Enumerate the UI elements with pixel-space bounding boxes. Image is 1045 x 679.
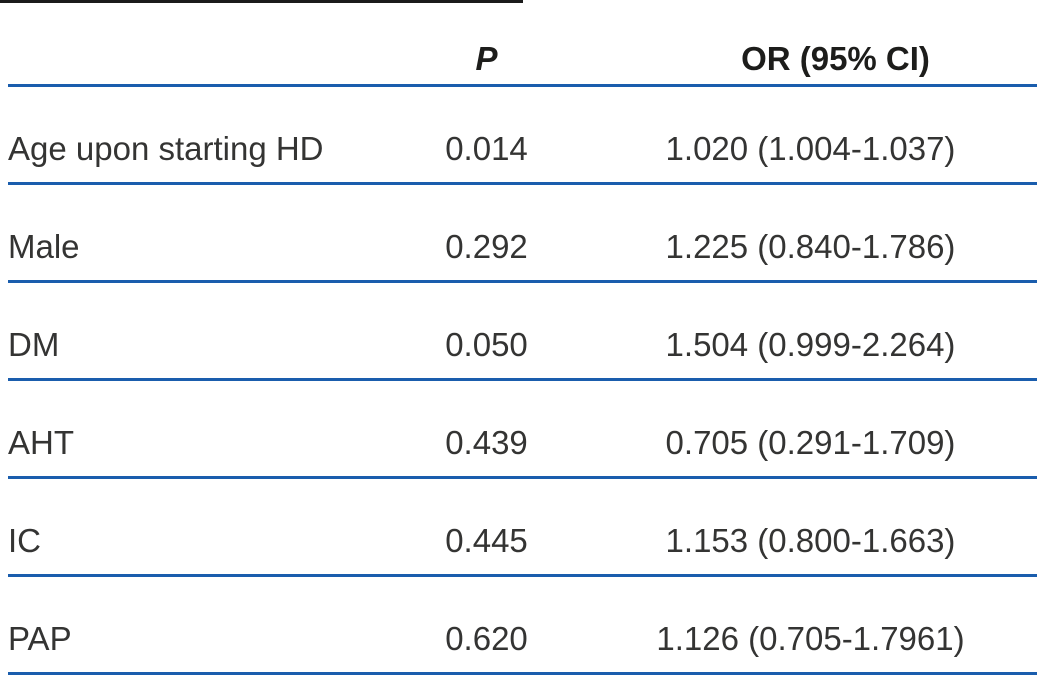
or-ci-value: 0.705 (0.291-1.709) bbox=[584, 379, 1037, 479]
p-value: 0.445 bbox=[389, 477, 584, 577]
header-p-value: P bbox=[389, 0, 584, 87]
row-label: VAHD bbox=[8, 673, 389, 679]
or-ci-value: 1.126 (0.705-1.7961) bbox=[584, 575, 1037, 675]
cropped-top-rule bbox=[0, 0, 523, 3]
row-label: AHT bbox=[8, 379, 389, 479]
row-label: Age upon starting HD bbox=[8, 85, 389, 185]
table-header-row: P OR (95% CI) bbox=[8, 0, 1037, 87]
row-label: IC bbox=[8, 477, 389, 577]
table-row-age-upon-starting-hd: Age upon starting HD 0.014 1.020 (1.004-… bbox=[8, 85, 1037, 185]
row-label: PAP bbox=[8, 575, 389, 675]
row-label: DM bbox=[8, 281, 389, 381]
p-value: 0.014 bbox=[389, 85, 584, 185]
p-value: 0.620 bbox=[389, 575, 584, 675]
p-value: 0.050 bbox=[389, 281, 584, 381]
table-row-dm: DM 0.050 1.504 (0.999-2.264) bbox=[8, 281, 1037, 381]
or-ci-value: 1.153 (0.800-1.663) bbox=[584, 477, 1037, 577]
header-parameter bbox=[8, 0, 389, 87]
table-row-pap: PAP 0.620 1.126 (0.705-1.7961) bbox=[8, 575, 1037, 675]
header-or-95ci: OR (95% CI) bbox=[584, 0, 1037, 87]
p-value: 0.000 bbox=[389, 673, 584, 679]
or-ci-value: 1.225 (0.840-1.786) bbox=[584, 183, 1037, 283]
regression-results-table: P OR (95% CI) Age upon starting HD 0.014… bbox=[8, 0, 1037, 679]
table-row-aht: AHT 0.439 0.705 (0.291-1.709) bbox=[8, 379, 1037, 479]
p-value: 0.439 bbox=[389, 379, 584, 479]
table-row-vahd: VAHD 0.000 2.825 (1.744-4.576) bbox=[8, 673, 1037, 679]
table-row-male: Male 0.292 1.225 (0.840-1.786) bbox=[8, 183, 1037, 283]
row-label: Male bbox=[8, 183, 389, 283]
or-ci-value: 2.825 (1.744-4.576) bbox=[584, 673, 1037, 679]
or-ci-value: 1.504 (0.999-2.264) bbox=[584, 281, 1037, 381]
p-value: 0.292 bbox=[389, 183, 584, 283]
table-row-ic: IC 0.445 1.153 (0.800-1.663) bbox=[8, 477, 1037, 577]
or-ci-value: 1.020 (1.004-1.037) bbox=[584, 85, 1037, 185]
